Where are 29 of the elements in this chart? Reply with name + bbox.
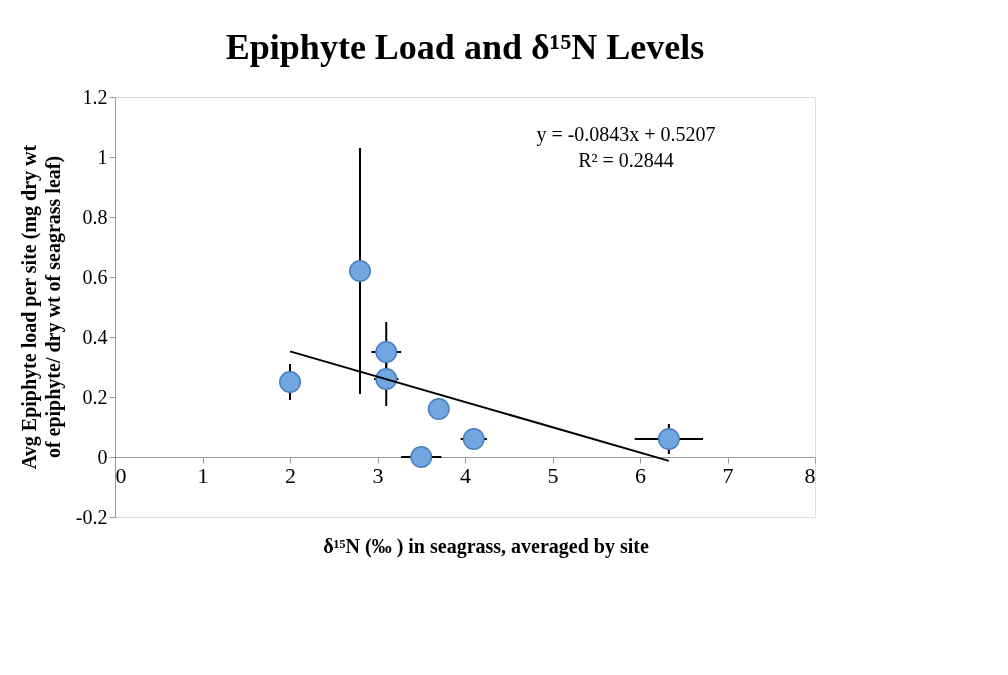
x-tick-label: 1: [197, 462, 209, 488]
y-tick-label: 0.4: [82, 325, 108, 348]
x-tick-label: 2: [285, 462, 296, 488]
x-tick-label: 5: [547, 462, 559, 488]
point: [410, 446, 433, 468]
y-tick-label: 1: [97, 145, 108, 168]
y-tick-label: 0: [97, 445, 108, 468]
x-tick-label: 3: [372, 462, 384, 488]
y-tick-label: 0.8: [82, 205, 108, 228]
x-tick-label: 4: [460, 462, 471, 488]
x-tick-label: 0: [115, 462, 127, 488]
x-axis-title: δ¹⁵N (‰ ) in seagrass, averaged by site: [323, 535, 649, 558]
point: [375, 341, 398, 363]
point: [462, 428, 485, 450]
y-tick-label: 0.2: [82, 385, 108, 408]
annotation: y = -0.0843x + 0.5207: [536, 123, 716, 146]
chart-title: Epiphyte Load and δ¹⁵N Levels: [225, 27, 705, 67]
point: [427, 398, 450, 420]
x-tick-label: 7: [722, 462, 734, 488]
y-tick-label: 1.2: [82, 85, 108, 108]
x-tick-label: 6: [635, 462, 646, 488]
y-tick-label: -0.2: [75, 505, 108, 528]
annotation: R² = 0.2844: [578, 149, 674, 171]
point: [279, 371, 301, 393]
y-tick-label: 0.6: [82, 265, 108, 288]
point: [349, 260, 371, 282]
point: [657, 428, 680, 450]
y-axis-title: Avg Epiphyte load per site (mg dry wt of epiphyte/ dry wt of seagrass leaf): [18, 144, 65, 470]
x-tick-label: 8: [804, 462, 816, 488]
